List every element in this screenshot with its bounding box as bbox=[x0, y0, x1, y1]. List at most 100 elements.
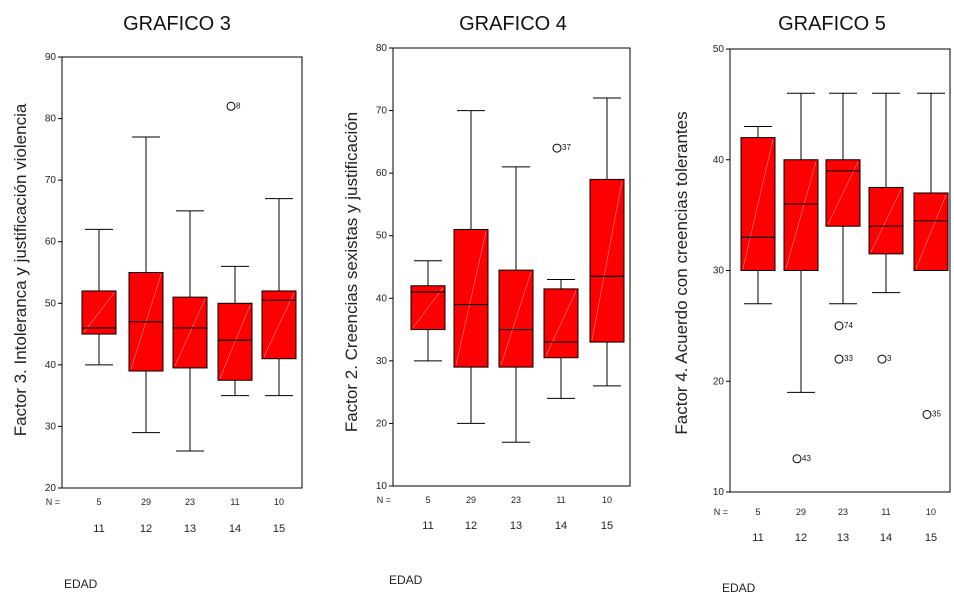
n-label: N = bbox=[714, 507, 728, 517]
x-axis-label: EDAD bbox=[389, 573, 423, 587]
n-count: 5 bbox=[96, 497, 101, 507]
x-tick-label: 13 bbox=[837, 532, 849, 544]
outlier: 8 bbox=[226, 101, 241, 111]
y-tick-label: 80 bbox=[45, 114, 57, 125]
outlier-marker bbox=[552, 143, 562, 153]
outlier: 33 bbox=[834, 354, 853, 364]
plot-frame bbox=[61, 56, 303, 489]
box-hatch bbox=[827, 161, 859, 225]
box-hatch bbox=[915, 194, 947, 269]
x-tick-label: 13 bbox=[510, 520, 522, 532]
box-11 bbox=[740, 126, 776, 305]
y-tick-label: 80 bbox=[376, 43, 388, 54]
outlier-marker bbox=[834, 354, 844, 364]
outlier-marker bbox=[792, 454, 802, 464]
box-13 bbox=[825, 92, 861, 305]
x-tick-label: 15 bbox=[273, 523, 285, 535]
x-tick-label: 15 bbox=[601, 520, 613, 532]
n-label: N = bbox=[46, 497, 60, 507]
box-15 bbox=[913, 92, 949, 272]
n-count: 23 bbox=[511, 495, 521, 505]
box-14 bbox=[868, 92, 904, 294]
x-tick-label: 14 bbox=[555, 520, 567, 532]
y-tick-label: 70 bbox=[45, 175, 57, 186]
outlier-marker bbox=[922, 409, 932, 419]
box-hatch bbox=[591, 181, 623, 341]
box-hatch bbox=[545, 290, 577, 356]
y-tick-label: 30 bbox=[376, 356, 388, 367]
x-tick-label: 11 bbox=[93, 523, 104, 535]
box-13 bbox=[498, 166, 534, 443]
chart-title: GRAFICO 4 bbox=[459, 13, 567, 35]
x-axis-label: EDAD bbox=[64, 577, 98, 591]
y-tick-label: 60 bbox=[376, 168, 388, 179]
outlier: 74 bbox=[834, 321, 853, 331]
box-hatch bbox=[412, 287, 444, 328]
outlier: 3 bbox=[877, 354, 892, 364]
n-count: 10 bbox=[926, 507, 936, 517]
y-tick-label: 50 bbox=[45, 298, 57, 309]
outlier-marker bbox=[226, 101, 236, 111]
n-count: 10 bbox=[602, 495, 612, 505]
outlier-label: 3 bbox=[887, 354, 892, 363]
x-tick-label: 12 bbox=[465, 520, 477, 532]
x-tick-label: 11 bbox=[752, 532, 763, 544]
chart-title: GRAFICO 5 bbox=[778, 13, 886, 35]
box-11 bbox=[410, 260, 446, 362]
box-15 bbox=[261, 198, 297, 397]
n-count: 11 bbox=[556, 495, 565, 505]
x-tick-label: 12 bbox=[795, 532, 807, 544]
outlier-label: 37 bbox=[562, 143, 571, 152]
y-axis-label: Factor 4. Acuerdo con creencias tolerant… bbox=[672, 111, 691, 434]
y-axis-label: Factor 3. Intoleranca y justificación vi… bbox=[11, 103, 30, 436]
x-tick-label: 12 bbox=[140, 523, 152, 535]
y-tick-label: 60 bbox=[45, 237, 57, 248]
n-label: N = bbox=[377, 495, 391, 505]
box-hatch bbox=[500, 272, 532, 366]
x-axis-label: EDAD bbox=[722, 581, 756, 595]
y-tick-label: 50 bbox=[376, 231, 388, 242]
box-12 bbox=[783, 92, 819, 393]
plot-frame bbox=[392, 47, 631, 487]
n-count: 5 bbox=[425, 495, 430, 505]
x-tick-label: 15 bbox=[925, 532, 937, 544]
y-tick-label: 40 bbox=[45, 360, 57, 371]
chart-panel-5: GRAFICO 5 Factor 4. Acuerdo con creencias… bbox=[672, 13, 951, 595]
y-tick-label: 70 bbox=[376, 106, 388, 117]
chart-title: GRAFICO 3 bbox=[123, 13, 231, 35]
box-15 bbox=[589, 97, 625, 387]
x-tick-label: 13 bbox=[184, 523, 196, 535]
x-tick-label: 11 bbox=[422, 520, 433, 532]
y-axis-label: Factor 2. Creencias sexistas y justifica… bbox=[342, 112, 361, 432]
y-tick-label: 40 bbox=[713, 155, 725, 166]
outlier: 43 bbox=[792, 454, 811, 464]
box-hatch bbox=[263, 292, 295, 357]
x-tick-label: 14 bbox=[229, 523, 241, 535]
box-hatch bbox=[870, 189, 902, 253]
box-13 bbox=[172, 210, 208, 452]
box-hatch bbox=[174, 298, 206, 367]
box-hatch bbox=[455, 231, 487, 366]
n-count: 29 bbox=[466, 495, 476, 505]
box-12 bbox=[453, 110, 489, 424]
outlier-marker bbox=[877, 354, 887, 364]
box-hatch bbox=[742, 139, 774, 269]
outlier-label: 8 bbox=[236, 101, 241, 110]
x-tick-label: 14 bbox=[880, 532, 892, 544]
n-count: 23 bbox=[185, 497, 195, 507]
chart-panel-3: GRAFICO 3 Factor 3. Intoleranca y justifi… bbox=[11, 13, 303, 591]
n-count: 23 bbox=[838, 507, 848, 517]
y-tick-label: 20 bbox=[376, 418, 388, 429]
n-count: 29 bbox=[141, 497, 151, 507]
box-12 bbox=[128, 136, 164, 434]
outlier-label: 33 bbox=[844, 354, 853, 363]
outlier: 35 bbox=[922, 409, 941, 419]
n-count: 11 bbox=[230, 497, 239, 507]
outlier-label: 35 bbox=[932, 409, 941, 418]
y-tick-label: 20 bbox=[45, 483, 57, 494]
n-count: 10 bbox=[274, 497, 284, 507]
y-tick-label: 30 bbox=[45, 421, 57, 432]
y-tick-label: 10 bbox=[376, 481, 388, 492]
